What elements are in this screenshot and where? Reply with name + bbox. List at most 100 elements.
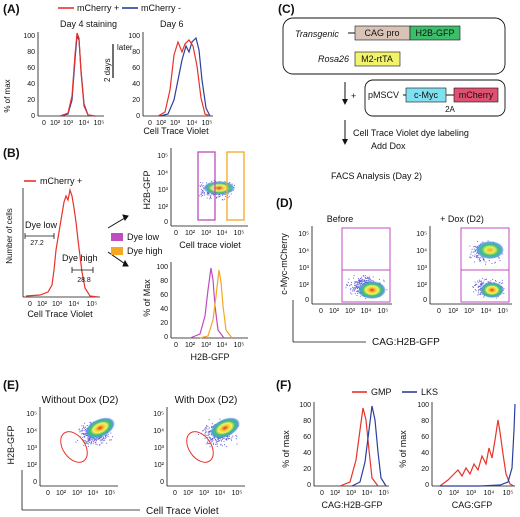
- scatter-dot: [202, 184, 204, 187]
- scatter-dot: [225, 438, 227, 440]
- scatter-dot: [235, 435, 237, 437]
- scatter-dot: [364, 275, 366, 277]
- panelE-without: Without Dox (D2): [42, 395, 119, 406]
- svg-text:10²: 10²: [156, 120, 167, 127]
- panelC-pmscv-box: [364, 79, 506, 117]
- panelB-gate-low: [197, 151, 216, 221]
- scatter-dot: [102, 442, 104, 444]
- svg-text:10³: 10³: [52, 301, 63, 308]
- scatter-dot: [206, 434, 208, 437]
- scatter-dot: [503, 293, 505, 295]
- svg-text:80: 80: [27, 49, 35, 56]
- panelF-legend: GMP LKS: [352, 387, 438, 397]
- scatter-dot: [104, 437, 106, 439]
- scatter-dot: [81, 430, 83, 432]
- panelF-left-lks: [351, 405, 387, 487]
- scatter-dot: [359, 282, 361, 284]
- scatter-dot: [470, 251, 473, 253]
- scatter-dot: [222, 438, 224, 440]
- scatter-dot: [235, 438, 237, 440]
- panelE-right-density: [210, 417, 240, 439]
- svg-text:10³: 10³: [417, 265, 428, 272]
- scatter-dot: [89, 438, 91, 440]
- scatter-dot: [203, 429, 205, 431]
- scatter-dot: [218, 440, 220, 442]
- panelA-timeline: 2 days later: [103, 43, 133, 82]
- svg-text:100: 100: [23, 33, 35, 40]
- scatter-dot: [480, 293, 482, 295]
- svg-text:0: 0: [437, 308, 441, 315]
- svg-text:10⁵: 10⁵: [416, 231, 427, 238]
- scatter-dot: [96, 444, 98, 446]
- svg-text:10³: 10³: [27, 445, 38, 452]
- svg-text:20: 20: [27, 97, 35, 104]
- svg-text:10²: 10²: [27, 462, 38, 469]
- scatter-dot: [474, 245, 476, 247]
- scatter-dot: [207, 432, 209, 434]
- svg-text:0: 0: [319, 308, 323, 315]
- panelB-gate-high: [226, 151, 245, 221]
- scatter-dot: [207, 428, 209, 430]
- scatter-dot: [215, 439, 217, 441]
- panelF-left-xlabel: CAG:H2B-GFP: [321, 500, 382, 510]
- scatter-dot: [361, 281, 363, 283]
- scatter-dot: [81, 429, 83, 431]
- panelA-right-curve-plus: [157, 39, 211, 117]
- scatter-dot: [354, 287, 356, 289]
- scatter-dot: [362, 274, 364, 277]
- scatter-dot: [485, 263, 487, 265]
- scatter-dot: [469, 256, 471, 258]
- scatter-dot: [357, 292, 359, 295]
- svg-text:10²: 10²: [449, 490, 460, 497]
- panelC-transgenic: Transgenic: [295, 29, 339, 39]
- svg-text:0: 0: [320, 490, 324, 497]
- panelD-before: Before: [327, 214, 354, 224]
- scatter-dot: [200, 195, 202, 197]
- scatter-dot: [477, 291, 480, 293]
- scatter-dot: [206, 197, 208, 199]
- svg-text:0: 0: [174, 230, 178, 237]
- scatter-dot: [365, 277, 367, 279]
- scatter-dot: [480, 285, 482, 287]
- scatter-dot: [480, 257, 482, 259]
- scatter-dot: [207, 194, 209, 196]
- scatter-dot: [219, 440, 221, 442]
- scatter-dot: [100, 442, 102, 444]
- panelB-hist2-xlabel: H2B-GFP: [190, 352, 229, 362]
- panelB-legend: mCherry +: [40, 176, 82, 186]
- svg-text:10²: 10²: [330, 490, 341, 497]
- scatter-dot: [99, 439, 101, 441]
- svg-text:0: 0: [305, 297, 309, 304]
- svg-text:0: 0: [136, 113, 140, 120]
- m2-rtta-box: [354, 51, 401, 67]
- panelB-scatter-ylabel: H2B-GFP: [142, 170, 152, 209]
- scatter-dot: [475, 290, 477, 292]
- panelC-rosa26: Rosa26: [318, 54, 349, 64]
- scatter-dot: [75, 441, 77, 443]
- svg-text:10⁵: 10⁵: [378, 308, 389, 315]
- scatter-dot: [205, 431, 208, 433]
- scatter-dot: [360, 280, 362, 282]
- panelD-ylabel: c-Myc-mCherry: [279, 233, 289, 295]
- scatter-dot: [201, 191, 203, 193]
- scatter-dot: [364, 280, 366, 282]
- scatter-dot: [201, 185, 203, 187]
- svg-text:10⁵: 10⁵: [503, 490, 514, 497]
- panelB-hist2-low: [189, 267, 225, 339]
- svg-text:10⁴: 10⁴: [416, 248, 427, 255]
- scatter-dot: [199, 185, 201, 188]
- scatter-dot: [224, 444, 226, 446]
- scatter-dot: [219, 418, 221, 420]
- svg-text:10³: 10³: [346, 490, 357, 497]
- scatter-dot: [372, 276, 374, 278]
- cag-pro-label: CAG pro: [364, 28, 399, 38]
- scatter-dot: [78, 428, 80, 430]
- panelE-xaxis-bracket: [21, 470, 140, 511]
- svg-text:10⁵: 10⁵: [87, 301, 98, 308]
- scatter-dot: [209, 439, 211, 441]
- panelE-xlabel: Cell Trace Violet: [146, 506, 219, 517]
- panelE-left-gate: [60, 431, 88, 463]
- scatter-dot: [217, 196, 219, 198]
- scatter-dot: [475, 252, 477, 254]
- svg-text:80: 80: [160, 278, 168, 285]
